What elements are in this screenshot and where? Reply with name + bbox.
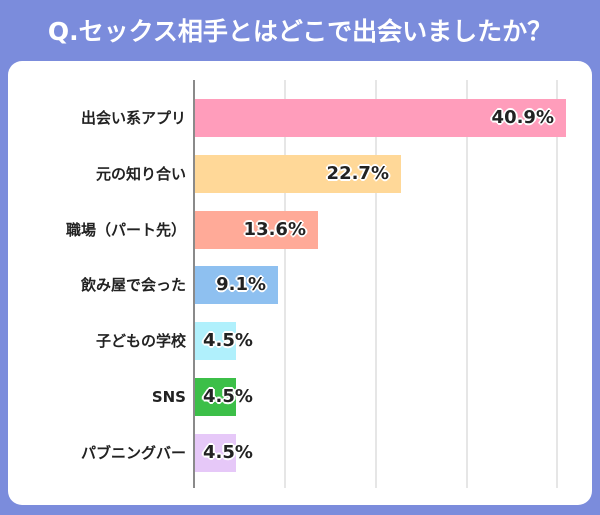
value-label: 13.6% [243,219,306,240]
gridline-20 [375,80,377,488]
value-label: 4.5% [203,330,253,351]
value-label: 22.7% [326,163,389,184]
bar [195,211,318,249]
category-label: 職場（パート先） [65,221,186,239]
bar-row: パブニングバー 4.5% [0,434,600,472]
category-label: 子どもの学校 [95,332,186,350]
value-label: 4.5% [203,386,253,407]
category-label: 飲み屋で会った [80,276,186,294]
value-label: 9.1% [216,274,266,295]
bar [195,266,278,304]
bar [195,99,566,137]
category-label: 元の知り合い [95,165,186,183]
chart-title: Q.セックス相手とはどこで出会いましたか？ [47,17,553,46]
y-axis-line [193,80,195,488]
bar-row: 元の知り合い 22.7% [0,155,600,193]
bar [195,322,236,360]
gridline-10 [284,80,286,488]
bar-row: 飲み屋で会った 9.1% [0,266,600,304]
bar-row: 職場（パート先） 13.6% [0,211,600,249]
category-label: 出会い系アプリ [80,109,186,127]
gridline-40 [556,80,558,488]
bar [195,434,236,472]
bar-row: 子どもの学校 4.5% [0,322,600,360]
bar-row: SNS 4.5% [0,378,600,416]
value-label: 4.5% [203,442,253,463]
category-label: SNS [151,388,186,406]
category-label: パブニングバー [80,444,186,462]
bar-row: 出会い系アプリ 40.9% [0,99,600,137]
bar [195,378,236,416]
bar [195,155,401,193]
value-label: 40.9% [491,107,554,128]
gridline-30 [466,80,468,488]
